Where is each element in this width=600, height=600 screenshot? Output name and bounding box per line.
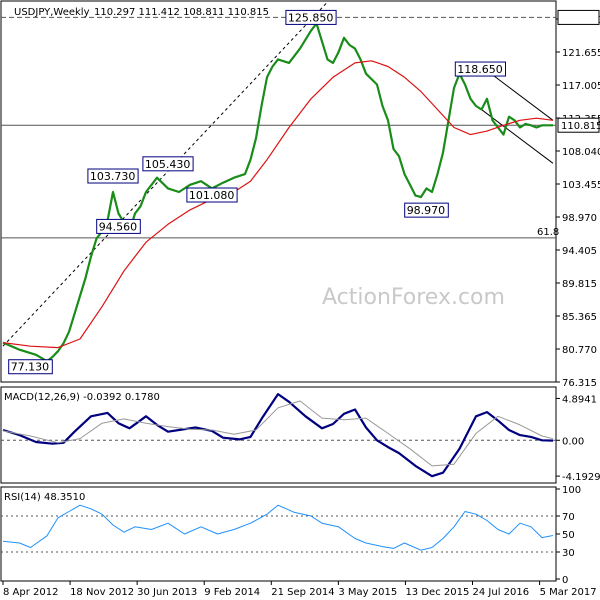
- annotation-box-0: [285, 9, 337, 25]
- rsi-tick-label-1: 70: [562, 512, 575, 523]
- annotation-label-5: 98.970: [407, 204, 446, 217]
- time-tick-label-2: 30 Jun 2013: [137, 587, 197, 598]
- rsi-tick-label-2: 50: [562, 530, 575, 541]
- price-tick-label-11: 76.315: [562, 378, 597, 389]
- macd-series: [2, 393, 554, 478]
- rsi-plot: [1, 504, 556, 553]
- price-tick-label-5: 103.455: [562, 180, 600, 191]
- annotation-box-3: [87, 168, 139, 184]
- chart-ohlc: 110.297 111.412 108.811 110.815: [94, 7, 269, 18]
- price-panel: [0, 0, 557, 383]
- time-tick-label-6: 13 Dec 2015: [405, 587, 469, 598]
- price-tick-label-4: 108.040: [562, 147, 600, 158]
- price-plot: 61.8 125.850 118.650 105.430 103.730 101.080 9…: [1, 1, 559, 375]
- annotation-label-2: 105.430: [145, 158, 191, 171]
- rsi-panel: [0, 486, 557, 582]
- price-tick-label-6: 98.970: [562, 213, 597, 224]
- annotation-label-0: 125.850: [288, 11, 334, 24]
- annotation-label-4: 101.080: [189, 189, 235, 202]
- macd-signal-series: [2, 400, 554, 467]
- annotation-label-3: 103.730: [90, 170, 135, 183]
- price-tick-label-8: 89.815: [562, 279, 597, 290]
- price-tick-label-9: 85.365: [562, 312, 597, 323]
- fib-level-label: 61.8: [537, 227, 559, 238]
- time-tick-label-4: 21 Sep 2014: [271, 587, 334, 598]
- macd-plot: [1, 393, 556, 478]
- time-tick-label-1: 18 Nov 2012: [70, 587, 134, 598]
- price-tick-label-2: 117.005: [562, 81, 600, 92]
- time-tick-label-0: 8 Apr 2012: [3, 587, 58, 598]
- current-price-box: [557, 117, 600, 133]
- trendline-0: [2, 1, 328, 347]
- trendline-2: [481, 109, 554, 164]
- chart-symbol: USDJPY,Weekly: [14, 7, 90, 18]
- rsi-tick-label-4: 0: [562, 575, 568, 586]
- price-tick-label-1: 121.655: [562, 48, 600, 59]
- annotation-label-7: 77.130: [11, 361, 50, 374]
- annotation-box-4: [186, 187, 238, 203]
- macd-tick-label-2: -4.1929: [562, 472, 600, 483]
- annotation-box-5: [404, 202, 449, 218]
- price-tick-label-10: 80.770: [562, 345, 597, 356]
- macd-panel: [0, 386, 557, 484]
- price-tick-label-7: 94.405: [562, 246, 597, 257]
- time-tick-label-5: 3 May 2015: [338, 587, 397, 598]
- rsi-tick-label-3: 30: [562, 548, 575, 559]
- annotation-box-7: [8, 359, 53, 375]
- annotation-box-1: [454, 61, 506, 77]
- rsi-tick-label-0: 100: [562, 485, 581, 496]
- rsi-title: RSI(14) 48.3510: [4, 492, 85, 503]
- annotation-label-1: 118.650: [457, 63, 503, 76]
- time-tick-label-7: 24 Jul 2016: [473, 587, 530, 598]
- time-tick-label-8: 5 Mar 2017: [540, 587, 597, 598]
- annotation-box-6: [96, 218, 141, 234]
- rsi-series: [2, 504, 554, 551]
- current-price-label: 110.815: [561, 121, 600, 132]
- axes: 125.850121.655117.005112.355108.040103.4…: [2, 9, 600, 598]
- macd-tick-label-1: 0.00: [562, 436, 584, 447]
- macd-tick-label-0: 4.8941: [562, 394, 597, 405]
- annotation-box-2: [142, 156, 194, 172]
- annotation-label-6: 94.560: [99, 220, 138, 233]
- moving-average-series: [2, 60, 554, 349]
- watermark: ActionForex.com: [322, 285, 505, 310]
- top-level-box: [557, 9, 600, 25]
- macd-title: MACD(12,26,9) -0.0392 0.1780: [4, 392, 160, 403]
- time-tick-label-3: 9 Feb 2014: [204, 587, 260, 598]
